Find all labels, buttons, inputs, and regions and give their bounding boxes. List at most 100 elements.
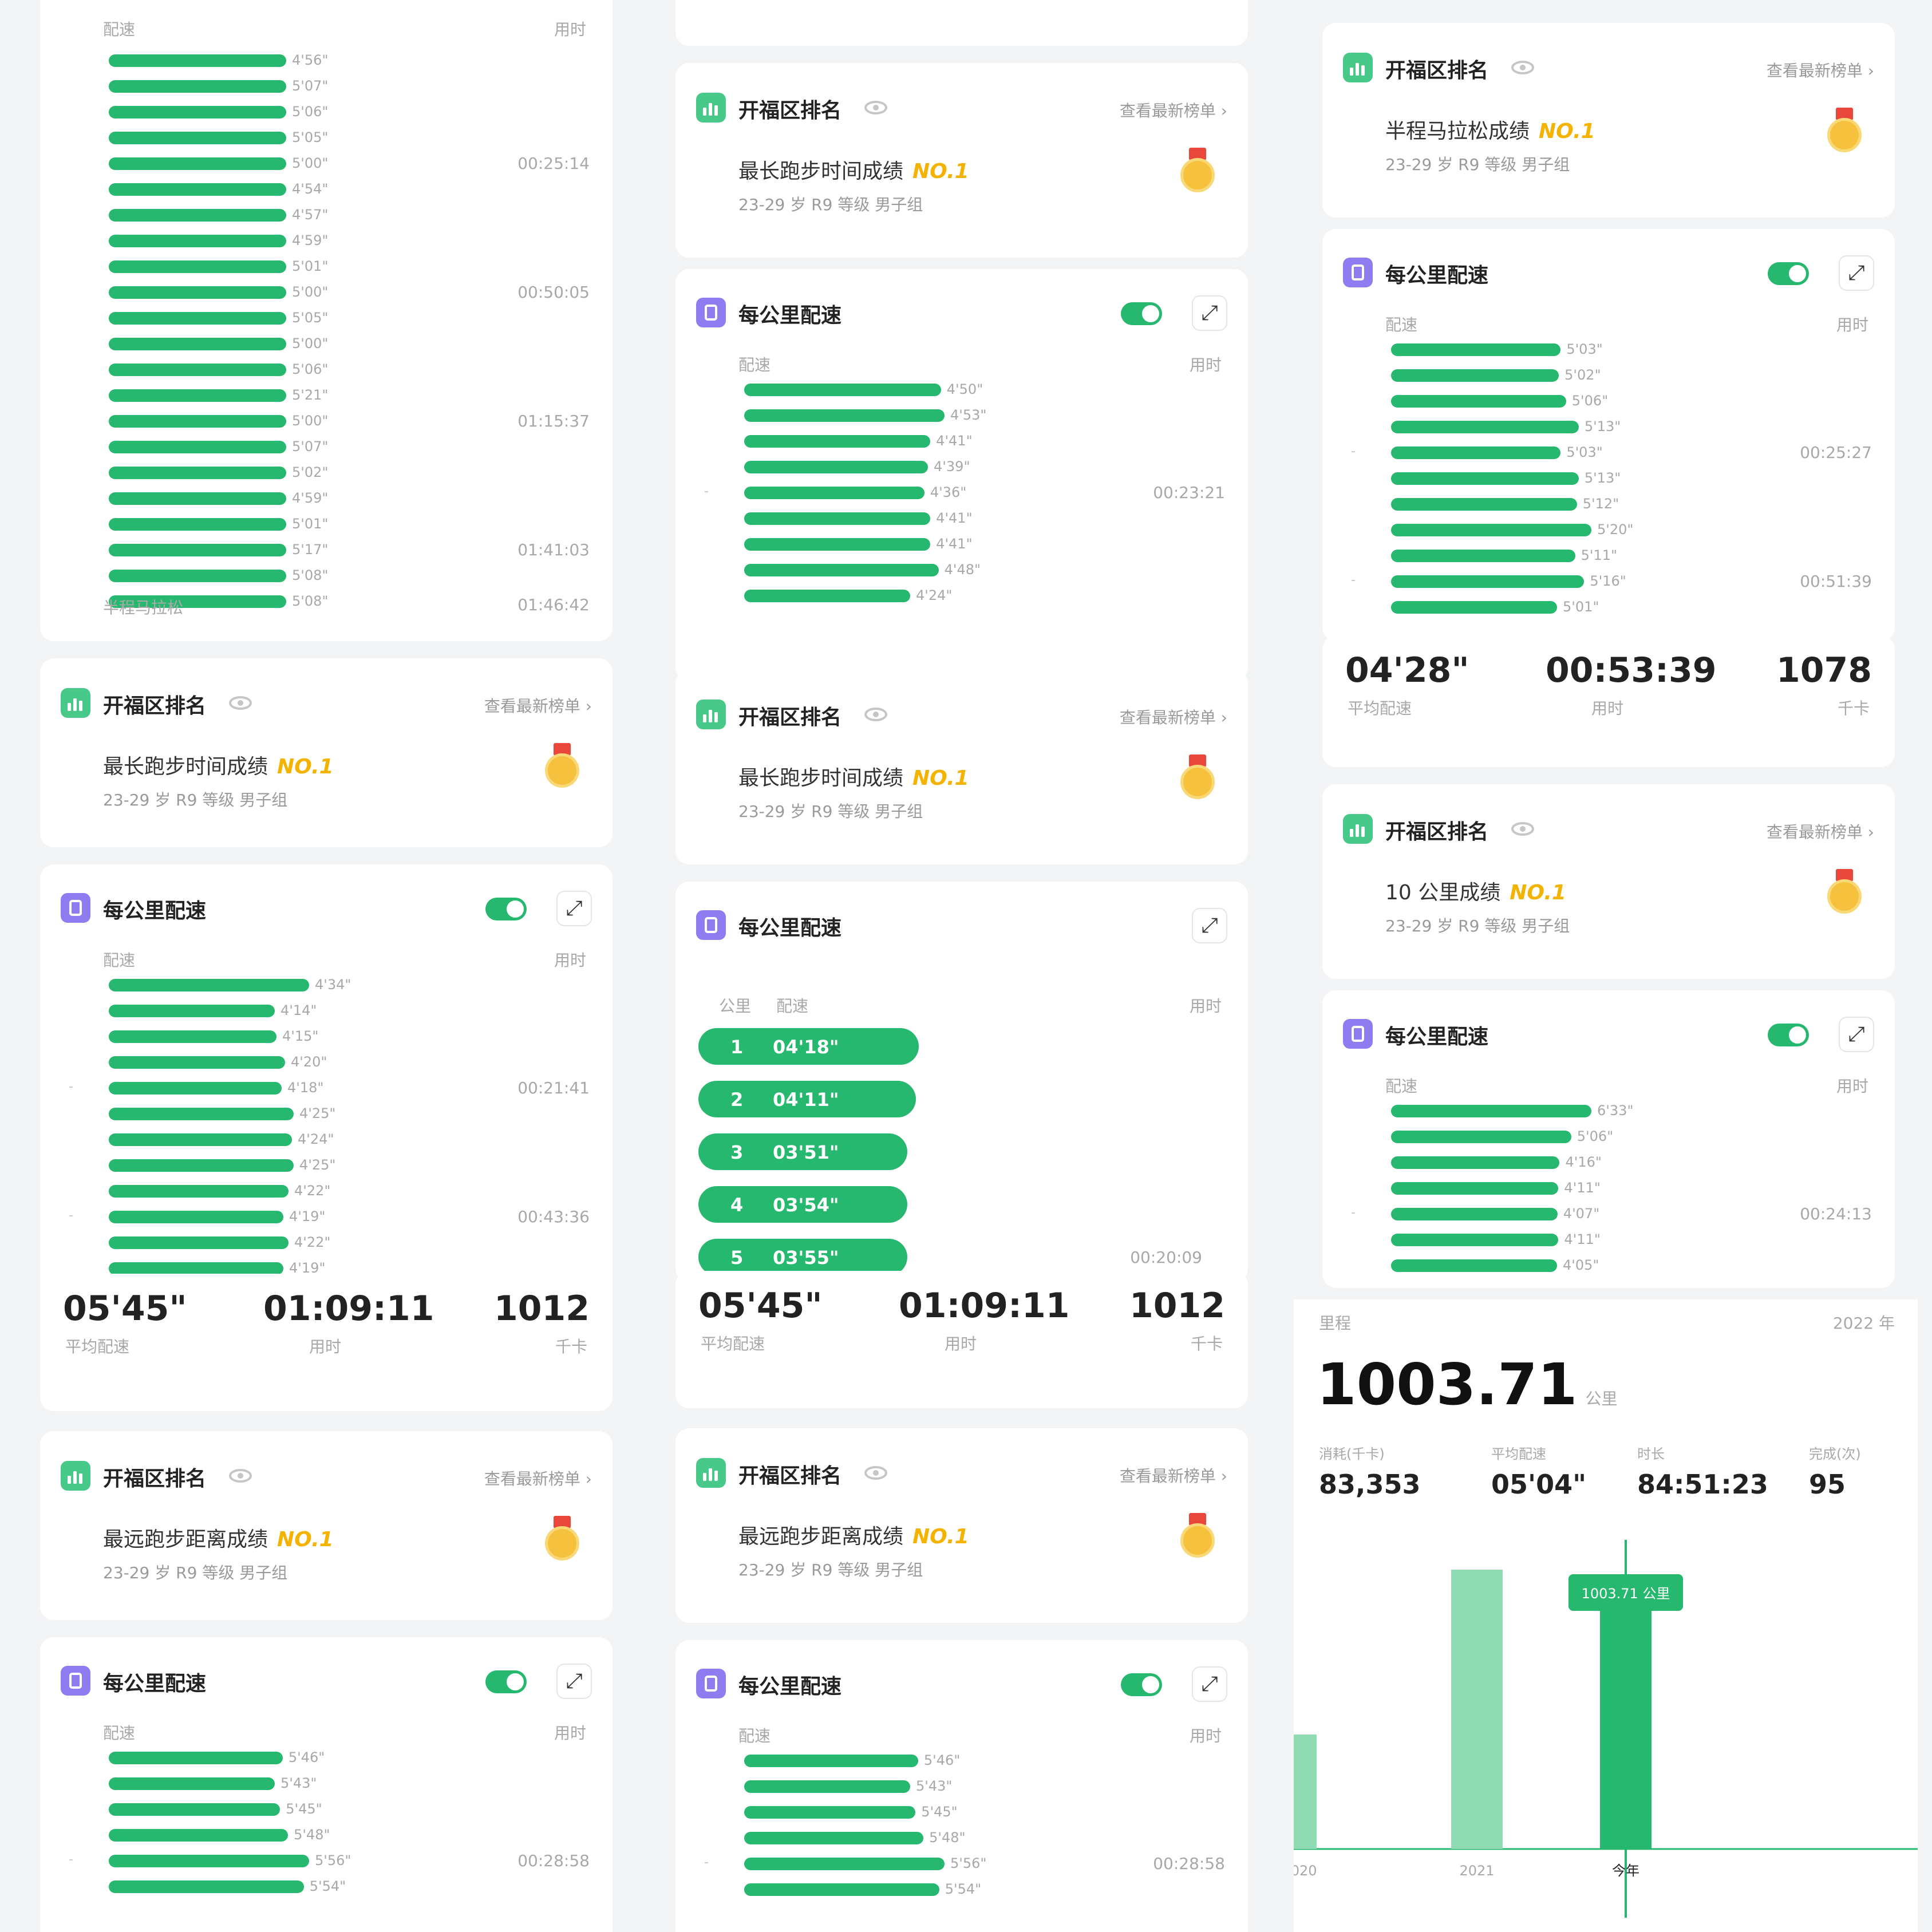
half-marathon-pace-card: 配速 用时 4'56" 5'07" 5'06" 5'05" 5'00" 4'54" 4'57" 4… — [40, 0, 613, 641]
eye-icon[interactable] — [864, 708, 887, 721]
view-leaderboard-link[interactable]: 查看最新榜单 › — [484, 1469, 592, 1488]
pace-value: 5'00" — [292, 413, 329, 429]
km-number: 3 — [730, 1141, 744, 1163]
expand-arrows-icon[interactable]: ⤢ — [1192, 1666, 1227, 1702]
duration-value: 01:09:11 — [899, 1286, 1070, 1326]
ranking-chart-icon — [1343, 53, 1373, 82]
view-leaderboard-link[interactable]: 查看最新榜单 › — [1119, 1467, 1227, 1485]
pace-bar — [109, 312, 286, 325]
pace-value: 5'06" — [1577, 1128, 1614, 1144]
eye-icon[interactable] — [1511, 822, 1534, 836]
rank-result: 最远跑步距离成绩 NO.1 — [103, 1528, 334, 1551]
pace-bar — [109, 157, 286, 170]
medal-icon — [1179, 1513, 1216, 1560]
view-leaderboard-link[interactable]: 查看最新榜单 › — [1766, 61, 1874, 80]
view-leaderboard-link[interactable]: 查看最新榜单 › — [1766, 823, 1874, 841]
pace-toggle[interactable] — [1121, 1673, 1162, 1696]
col2-c-rank-card[interactable]: 开福区排名 查看最新榜单 › 最远跑步距离成绩 NO.1 23-29 岁 R9 等级 男… — [675, 1428, 1248, 1623]
pace-value: 5'45" — [286, 1801, 322, 1817]
pace-bar — [109, 595, 286, 608]
pace-bar — [109, 183, 286, 196]
pace-toggle[interactable] — [485, 898, 527, 920]
year-bar-今年[interactable] — [1600, 1577, 1652, 1849]
split-time: 00:21:41 — [517, 1078, 590, 1097]
no1-badge: NO.1 — [1510, 881, 1566, 904]
calories-label: 千卡 — [1190, 1334, 1223, 1353]
pace-bar — [744, 435, 931, 448]
pace-value: 5'05" — [292, 310, 329, 326]
col3-b-pace-card: 每公里配速 ⤢ 配速 用时 6'33" 5'06" 4'16" 4'11" 4'07" 4'11"… — [1322, 990, 1895, 1288]
pace-value: 4'05" — [1563, 1257, 1599, 1273]
col3-a-rank-card[interactable]: 开福区排名 查看最新榜单 › 半程马拉松成绩 NO.1 23-29 岁 R9 等级 男子… — [1322, 23, 1895, 218]
expand-arrows-icon[interactable]: ⤢ — [1839, 1017, 1874, 1052]
total-distance-value: 1003.71 — [1317, 1351, 1578, 1418]
year-bar-2020[interactable] — [1294, 1735, 1317, 1849]
pace-bar — [109, 1829, 289, 1842]
pace-value: 4'24" — [916, 587, 953, 603]
rank-title: 开福区排名 — [738, 706, 842, 729]
rank-group: 23-29 岁 R9 等级 男子组 — [103, 791, 288, 809]
col2-a-rank-card[interactable]: 开福区排名 查看最新榜单 › 最长跑步时间成绩 NO.1 23-29 岁 R9 等级 男… — [675, 63, 1248, 258]
col3-b-rank-card[interactable]: 开福区排名 查看最新榜单 › 10 公里成绩 NO.1 23-29 岁 R9 等级 男子… — [1322, 784, 1895, 979]
rank-result: 最长跑步时间成绩 NO.1 — [738, 160, 969, 183]
pace-toggle[interactable] — [1768, 262, 1809, 285]
pace-toggle[interactable] — [1121, 302, 1162, 325]
view-leaderboard-link[interactable]: 查看最新榜单 › — [1119, 708, 1227, 727]
pace-bar — [1391, 395, 1566, 408]
summary-stat-label: 平均配速 — [1491, 1446, 1546, 1462]
pace-bar — [109, 54, 286, 67]
eye-icon[interactable] — [864, 101, 887, 114]
half-marathon-label: 半程马拉松 — [103, 598, 184, 617]
split-time: 00:28:58 — [1153, 1854, 1225, 1873]
col2-b-rank-card[interactable]: 开福区排名 查看最新榜单 › 最长跑步时间成绩 NO.1 23-29 岁 R9 等级 男… — [675, 670, 1248, 864]
year-bar-2021[interactable] — [1451, 1570, 1503, 1849]
pace-bar — [109, 415, 286, 428]
screenshot-column-3: 开福区排名 查看最新榜单 › 半程马拉松成绩 NO.1 23-29 岁 R9 等级 男子… — [1294, 0, 1918, 1932]
pace-bar — [109, 1777, 275, 1790]
eye-icon[interactable] — [1511, 61, 1534, 74]
pace-bar — [109, 1005, 275, 1017]
pace-bar — [109, 492, 286, 505]
pace-bar — [109, 1030, 276, 1043]
col1-b-rank-card[interactable]: 开福区排名 查看最新榜单 › 最远跑步距离成绩 NO.1 23-29 岁 R9 等级 男… — [40, 1431, 613, 1620]
expand-arrows-icon[interactable]: ⤢ — [1192, 908, 1227, 943]
summary-stat-value: 84:51:23 — [1637, 1469, 1768, 1500]
col1-a-rank-card[interactable]: 开福区排名 查看最新榜单 › 最长跑步时间成绩 NO.1 23-29 岁 R9 等级 男… — [40, 658, 613, 847]
pace-value: 4'24" — [298, 1131, 334, 1147]
expand-arrows-icon[interactable]: ⤢ — [556, 1664, 592, 1699]
pace-value: 5'21" — [292, 387, 329, 403]
pace-bar — [109, 1108, 294, 1120]
time-column-header: 用时 — [1189, 997, 1222, 1016]
eye-icon[interactable] — [864, 1466, 887, 1480]
rank-group: 23-29 岁 R9 等级 男子组 — [1385, 155, 1570, 174]
pace-bar — [744, 1832, 924, 1844]
summary-year[interactable]: 2022 年 — [1832, 1314, 1895, 1333]
avg-pace-label: 平均配速 — [1348, 699, 1412, 718]
expand-arrows-icon[interactable]: ⤢ — [1192, 295, 1227, 331]
axis-marker: - — [69, 1208, 73, 1223]
pace-value: 4'48" — [944, 562, 981, 578]
pace-calendar-icon — [696, 1669, 726, 1698]
summary-stat-value: 05'04" — [1491, 1469, 1587, 1500]
col3-stats-card: 04'28" 平均配速 00:53:39 用时 1078 千卡 — [1322, 635, 1895, 767]
pace-bar — [1391, 1208, 1558, 1220]
pace-bar — [109, 467, 286, 479]
expand-arrows-icon[interactable]: ⤢ — [556, 891, 592, 926]
expand-arrows-icon[interactable]: ⤢ — [1839, 255, 1874, 291]
eye-icon[interactable] — [229, 1469, 252, 1483]
split-time: 00:50:05 — [517, 283, 590, 302]
pace-toggle[interactable] — [485, 1670, 527, 1693]
axis-marker: - — [704, 1855, 709, 1870]
pace-toggle[interactable] — [1768, 1024, 1809, 1046]
pace-value: 5'07" — [292, 78, 329, 94]
eye-icon[interactable] — [229, 696, 252, 710]
duration-value: 01:09:11 — [263, 1289, 434, 1329]
split-time: 01:41:03 — [517, 540, 590, 559]
pace-bar — [109, 1133, 292, 1146]
view-leaderboard-link[interactable]: 查看最新榜单 › — [1119, 101, 1227, 120]
split-time: 00:25:14 — [517, 154, 590, 173]
view-leaderboard-link[interactable]: 查看最新榜单 › — [484, 697, 592, 716]
pace-bar — [109, 1752, 283, 1764]
